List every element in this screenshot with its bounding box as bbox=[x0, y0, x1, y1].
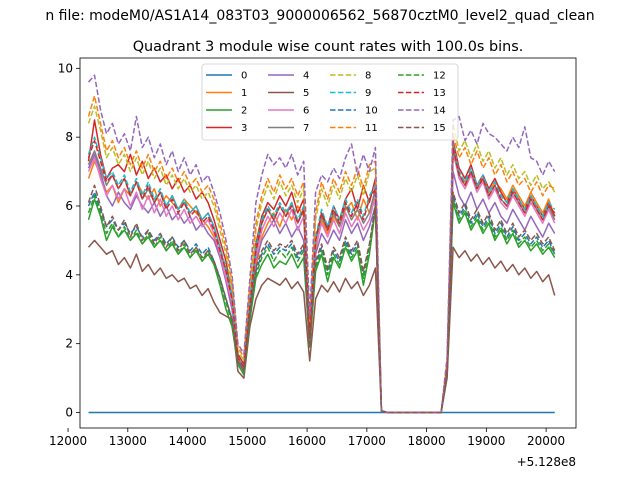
series-line-8 bbox=[87, 105, 556, 414]
legend-label: 10 bbox=[365, 106, 378, 117]
legend-label: 3 bbox=[241, 123, 247, 134]
y-tick-label: 8 bbox=[65, 130, 73, 144]
series-line-15 bbox=[87, 184, 556, 414]
y-axis-ticks: 0 2 4 6 8 10 bbox=[58, 61, 80, 420]
y-tick-label: 4 bbox=[65, 268, 73, 282]
series-line-6 bbox=[87, 150, 556, 414]
series-line-9 bbox=[87, 136, 556, 414]
legend-box bbox=[201, 63, 459, 141]
legend-label: 1 bbox=[241, 88, 247, 99]
legend-label: 0 bbox=[241, 71, 247, 82]
legend-label: 9 bbox=[365, 88, 371, 99]
x-tick-label: 15000 bbox=[228, 434, 266, 448]
x-axis-offset: +5.128e8 bbox=[517, 455, 576, 469]
legend-label: 6 bbox=[303, 106, 309, 117]
x-tick-label: 14000 bbox=[168, 434, 206, 448]
series-layer bbox=[87, 74, 556, 414]
legend-label: 15 bbox=[433, 123, 446, 134]
x-tick-label: 20000 bbox=[527, 434, 565, 448]
x-tick-label: 19000 bbox=[467, 434, 505, 448]
series-line-12 bbox=[87, 194, 556, 414]
legend-label: 14 bbox=[433, 106, 446, 117]
legend-label: 7 bbox=[303, 123, 309, 134]
x-tick-label: 17000 bbox=[348, 434, 386, 448]
series-line-5 bbox=[87, 239, 556, 414]
y-tick-label: 0 bbox=[65, 406, 73, 420]
y-tick-label: 6 bbox=[65, 199, 73, 213]
legend-label: 12 bbox=[433, 71, 446, 82]
x-axis-ticks: 12000 13000 14000 15000 16000 17000 18000 19000… bbox=[49, 428, 565, 448]
x-tick-label: 13000 bbox=[109, 434, 147, 448]
x-tick-label: 18000 bbox=[408, 434, 446, 448]
plot-frame bbox=[79, 57, 577, 429]
legend-label: 8 bbox=[365, 71, 371, 82]
legend-label: 4 bbox=[303, 71, 309, 82]
series-line-10 bbox=[87, 191, 556, 414]
legend-label: 13 bbox=[433, 88, 446, 99]
x-tick-label: 12000 bbox=[49, 434, 87, 448]
x-tick-label: 16000 bbox=[288, 434, 326, 448]
figure-suptitle: n file: modeM0/AS1A14_083T03_9000006562_… bbox=[45, 8, 594, 24]
y-tick-label: 10 bbox=[58, 61, 73, 75]
legend-label: 2 bbox=[241, 106, 247, 117]
y-tick-label: 2 bbox=[65, 337, 73, 351]
legend-label: 5 bbox=[303, 88, 309, 99]
plot-title: Quadrant 3 module wise count rates with … bbox=[133, 39, 524, 55]
series-line-14 bbox=[87, 74, 556, 414]
series-line-13 bbox=[87, 139, 556, 414]
series-line-11 bbox=[87, 95, 556, 414]
legend-label: 11 bbox=[365, 123, 378, 134]
